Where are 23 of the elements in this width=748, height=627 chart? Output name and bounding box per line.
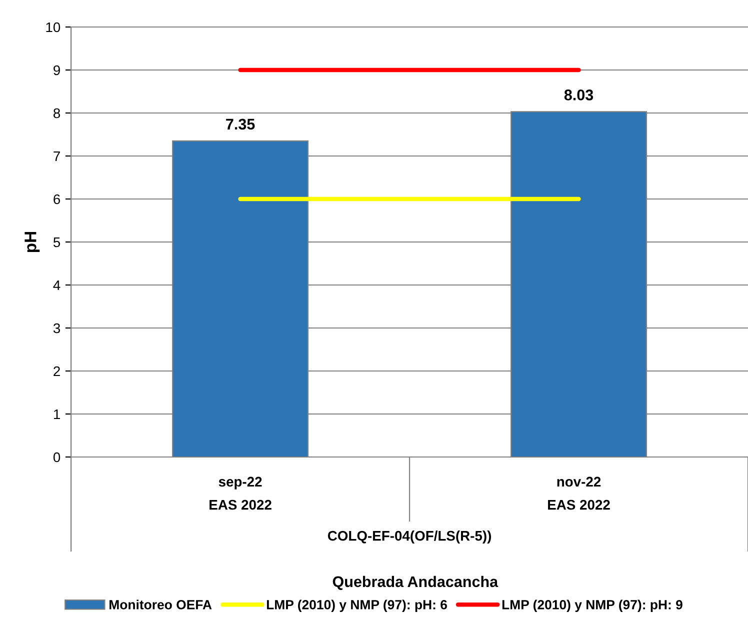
text: EAS 2022 (210, 500, 272, 510)
data-label: 8.03 (564, 90, 594, 100)
legend-label: Monitoreo OEFA (110, 600, 212, 610)
text: Quebrada Andacancha (332, 576, 498, 590)
y-tick-label: 0 (53, 452, 60, 462)
y-tick-label: 1 (54, 409, 60, 420)
legend-label: LMP (2010) y NMP (97): pH: 9 (502, 600, 682, 612)
y-tick-label: 5 (53, 237, 60, 248)
y-tick-label: 10 (46, 22, 60, 32)
text: COLQ-EF-04(OF/LS(R-5)) (328, 530, 492, 544)
y-axis-title: pH (24, 232, 40, 252)
y-tick-label: 9 (54, 65, 60, 76)
x-tick-label: sep-22 (218, 476, 262, 490)
y-tick-label: 7 (54, 151, 60, 162)
legend-label: LMP (2010) y NMP (97): pH: 6 (266, 600, 447, 612)
y-tick-label: 4 (53, 280, 60, 290)
text: EAS 2022 (548, 500, 610, 510)
y-tick-label: 8 (54, 108, 60, 118)
y-tick-label: 6 (54, 194, 60, 204)
y-tick-label: 3 (53, 323, 60, 334)
data-label: 7.35 (226, 118, 255, 130)
x-tick-label: nov-22 (557, 476, 601, 487)
y-tick-label: 2 (54, 366, 60, 376)
